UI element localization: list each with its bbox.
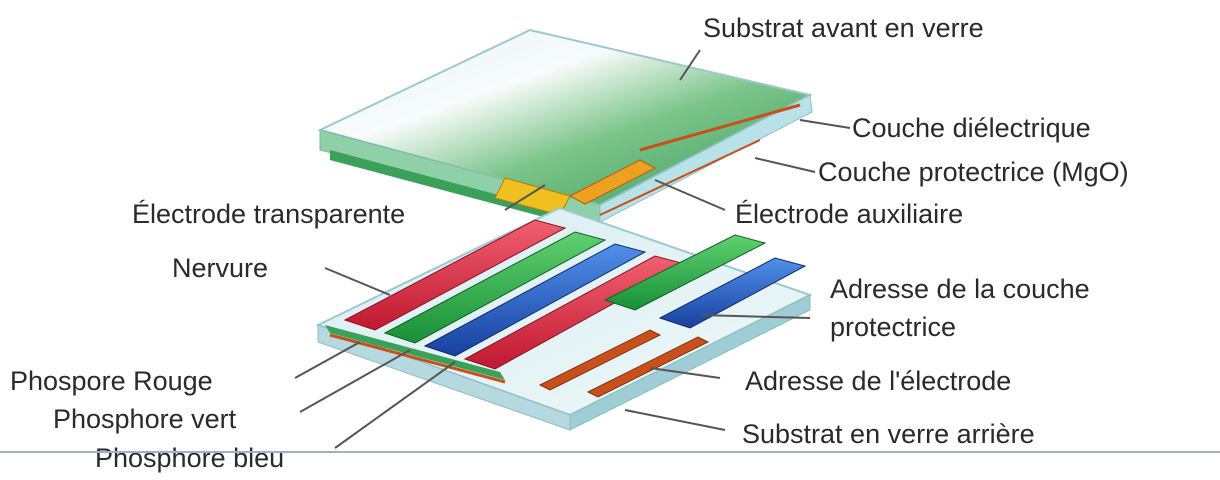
leader-front-glass bbox=[679, 49, 701, 81]
rib-blue-1 bbox=[423, 243, 647, 357]
leader-rib bbox=[324, 267, 391, 296]
label-phosphor-blue: Phosphore bleu bbox=[95, 443, 285, 473]
rib-base-strip bbox=[325, 325, 505, 380]
label-address-electrode: Adresse de l'électrode bbox=[745, 366, 1012, 396]
leader-protective bbox=[754, 157, 816, 173]
rib-red-1 bbox=[343, 219, 567, 331]
leader-address-electrode bbox=[649, 367, 721, 379]
leader-aux-electrode bbox=[654, 179, 726, 211]
label-phosphor-green: Phosphore vert bbox=[53, 404, 237, 434]
label-rib: Nervure bbox=[172, 253, 269, 283]
label-phosphor-red: Phospore Rouge bbox=[10, 366, 213, 396]
leader-dielectric bbox=[799, 119, 851, 129]
rib-green-2 bbox=[603, 234, 767, 311]
bottom-divider bbox=[0, 451, 1220, 453]
label-address-protective: Adresse de la couche protectrice bbox=[830, 274, 1090, 342]
label-aux-electrode: Électrode auxiliaire bbox=[735, 199, 964, 229]
leader-address-protective bbox=[699, 314, 811, 319]
phosphor-ribs bbox=[325, 219, 807, 380]
rib-green-1 bbox=[383, 231, 607, 344]
rib-blue-2 bbox=[658, 257, 807, 329]
label-protective: Couche protectrice (MgO) bbox=[818, 157, 1129, 187]
label-rear-glass: Substrat en verre arrière bbox=[742, 419, 1035, 449]
label-front-glass: Substrat avant en verre bbox=[703, 13, 984, 43]
leader-phosphor-green bbox=[299, 349, 411, 413]
leader-lines bbox=[294, 49, 851, 449]
label-transparent-electrode: Électrode transparente bbox=[132, 199, 406, 229]
leader-rear-glass bbox=[624, 409, 726, 431]
leader-transparent-electrode bbox=[504, 184, 546, 211]
leader-phosphor-red bbox=[294, 341, 361, 379]
leader-phosphor-blue bbox=[334, 361, 456, 449]
label-dielectric: Couche diélectrique bbox=[852, 113, 1091, 143]
front-glass-plate bbox=[317, 28, 813, 232]
